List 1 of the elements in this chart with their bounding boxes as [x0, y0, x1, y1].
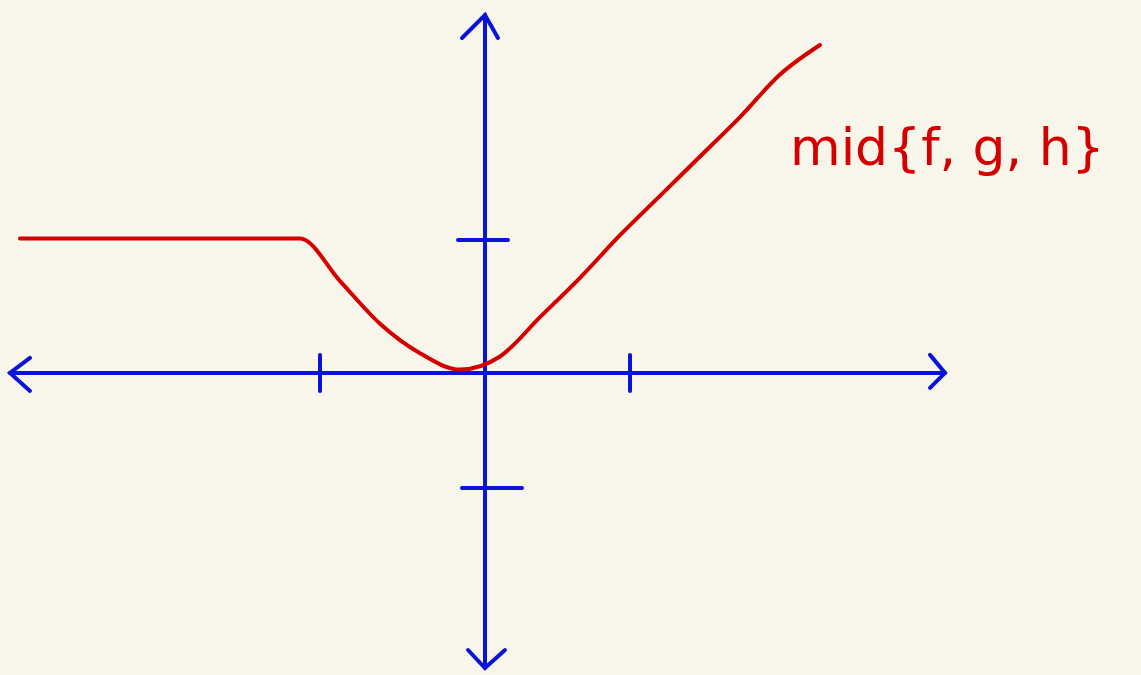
- series-label: mid{f, g, h}: [790, 117, 1105, 177]
